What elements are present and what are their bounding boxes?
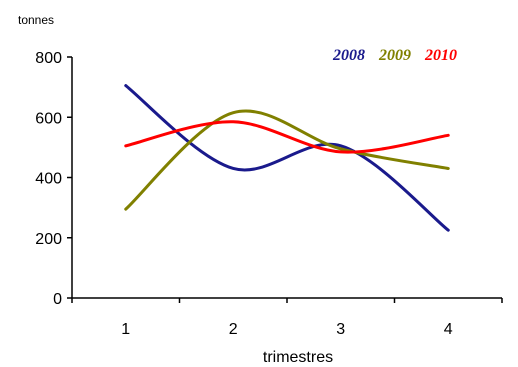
- series-line-2009: [124, 109, 450, 211]
- y-tick-label: 800: [35, 50, 62, 67]
- y-tick-label: 400: [35, 171, 62, 188]
- y-tick-label: 0: [53, 291, 62, 308]
- legend-entry-2010: 2010: [424, 47, 457, 64]
- y-tick-label: 200: [35, 231, 62, 248]
- series-line-2010: [124, 120, 450, 154]
- y-tick-label: 600: [35, 110, 62, 127]
- legend-entry-2009: 2009: [378, 47, 411, 64]
- y-axis: 0 200 400 600 800: [35, 50, 73, 308]
- x-tick-label: 3: [336, 321, 345, 338]
- series-line-2008: [124, 84, 450, 232]
- x-axis: 1 2 3 4: [71, 297, 503, 338]
- legend: 2008 2009 2010: [332, 47, 457, 64]
- legend-entry-2008: 2008: [332, 47, 365, 64]
- x-axis-title: trimestres: [263, 349, 333, 366]
- x-tick-label: 4: [444, 321, 453, 338]
- x-tick-label: 2: [229, 321, 238, 338]
- plot-series: [124, 84, 450, 232]
- y-axis-unit-label: tonnes: [18, 13, 54, 27]
- x-tick-label: 1: [121, 321, 130, 338]
